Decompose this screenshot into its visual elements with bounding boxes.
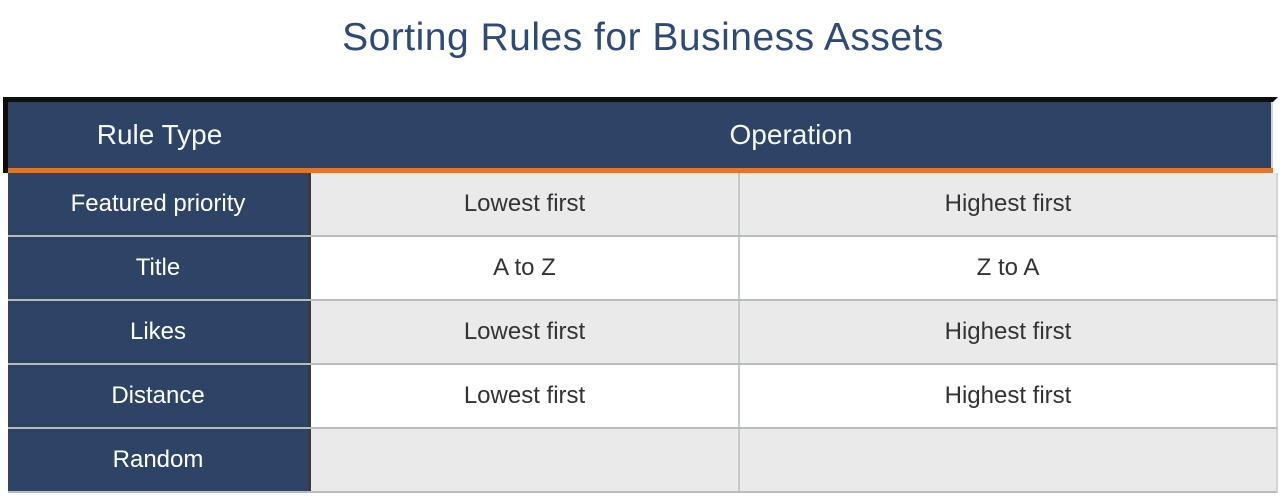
table-row: Title A to Z Z to A <box>8 237 1278 301</box>
rule-type-cell: Title <box>8 237 311 299</box>
table-row: Featured priority Lowest first Highest f… <box>8 173 1278 237</box>
rule-type-cell: Featured priority <box>8 173 311 235</box>
column-header-operation: Operation <box>729 119 853 150</box>
rule-type-cell: Distance <box>8 365 311 427</box>
operation-descending-cell: Highest first <box>740 301 1276 363</box>
operation-descending-cell <box>740 429 1276 491</box>
operation-ascending-cell: Lowest first <box>311 365 740 427</box>
operation-descending-cell: Highest first <box>740 173 1276 235</box>
operation-ascending-cell: Lowest first <box>311 173 740 235</box>
rule-type-cell: Likes <box>8 301 311 363</box>
operation-ascending-cell: A to Z <box>311 237 740 299</box>
table-row: Likes Lowest first Highest first <box>8 301 1278 365</box>
operation-descending-cell: Highest first <box>740 365 1276 427</box>
operation-ascending-cell: Lowest first <box>311 301 740 363</box>
header-accent-bar <box>8 168 1273 173</box>
page-title: Sorting Rules for Business Assets <box>342 16 944 59</box>
table-row: Distance Lowest first Highest first <box>8 365 1278 429</box>
sorting-rules-table: Rule Type Operation Featured priority Lo… <box>3 97 1278 493</box>
table-header-frame: Rule Type Operation <box>3 97 1278 173</box>
table-row: Random <box>8 429 1278 493</box>
table-body: Featured priority Lowest first Highest f… <box>8 173 1278 493</box>
column-header-rule-type: Rule Type <box>96 119 223 150</box>
operation-descending-cell: Z to A <box>740 237 1276 299</box>
table-header-row: Rule Type Operation <box>8 102 1273 168</box>
rule-type-cell: Random <box>8 429 311 491</box>
operation-ascending-cell <box>311 429 740 491</box>
